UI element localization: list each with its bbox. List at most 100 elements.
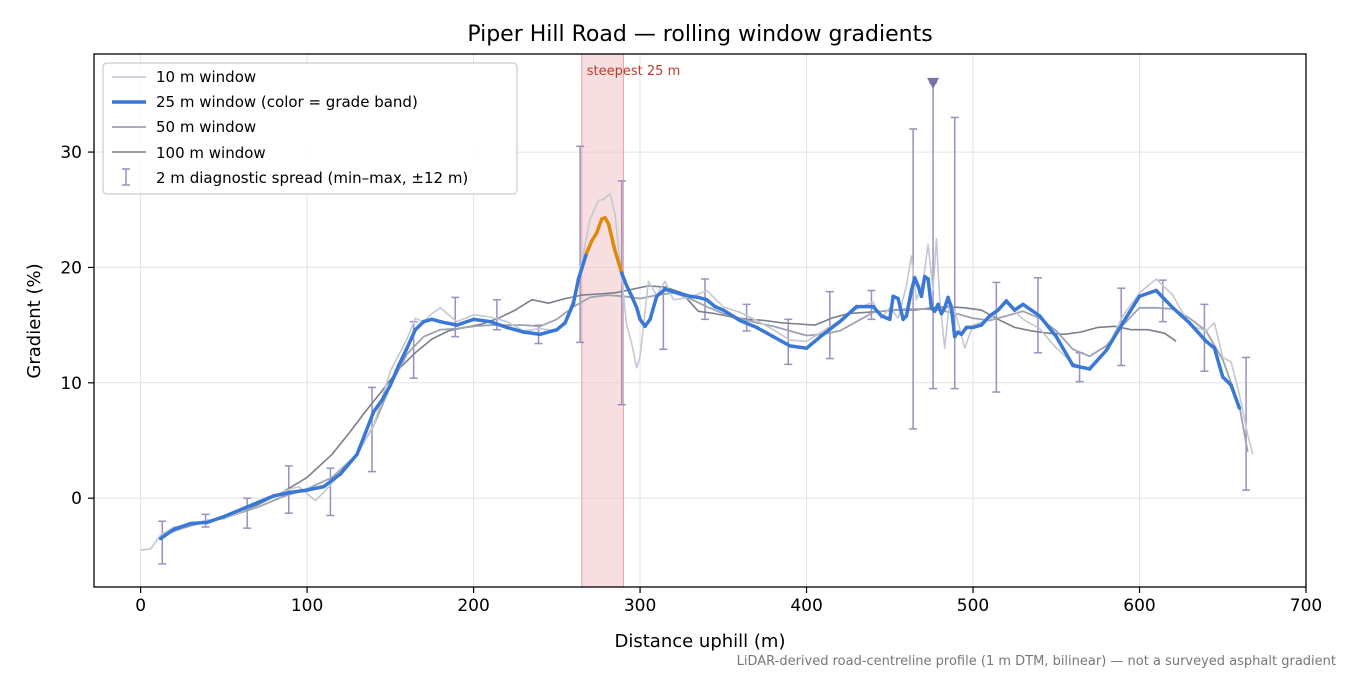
errorbar [617, 180, 626, 406]
legend-label-25m: 25 m window (color = grade band) [156, 93, 418, 111]
errorbar [950, 116, 959, 390]
series-segment-25m [926, 277, 934, 310]
series-segment-25m [624, 284, 634, 299]
errorbar [784, 318, 793, 366]
series-segment-25m [1229, 383, 1242, 410]
x-tick-label: 0 [135, 596, 146, 616]
x-tick-label: 200 [457, 596, 489, 616]
series-segment-25m [1054, 334, 1075, 368]
series-segment-25m [321, 472, 343, 489]
x-tick-label: 700 [1290, 596, 1322, 616]
series-segment-25m [1221, 375, 1233, 387]
series-segment-25m [355, 409, 376, 457]
x-axis-label: Distance uphill (m) [615, 631, 786, 652]
series-segment-25m [488, 319, 509, 330]
series-segment-25m [1071, 363, 1092, 371]
steepest-band [581, 53, 624, 588]
series-segment-25m [438, 319, 459, 327]
axes-frame [93, 53, 1307, 588]
chart-title: Piper Hill Road — rolling window gradien… [467, 22, 932, 47]
series-segment-25m [471, 317, 492, 324]
series-segment-25m [754, 325, 776, 339]
y-tick-label: 20 [60, 258, 82, 278]
x-tick-label: 100 [291, 596, 323, 616]
series-segment-25m [380, 383, 393, 402]
series-segment-25m [996, 299, 1009, 312]
series-segment-25m [396, 346, 409, 368]
errorbar [576, 145, 585, 344]
steepest-band-label: steepest 25 m [587, 64, 680, 79]
series-segment-25m [738, 318, 759, 330]
series-segment-25m [238, 501, 259, 512]
series-segment-25m [505, 325, 526, 334]
series-segment-25m [946, 295, 954, 310]
series-segment-25m [871, 304, 884, 318]
series-segment-25m [821, 319, 842, 337]
series-segment-25m [1021, 302, 1042, 318]
series-segment-25m [158, 527, 176, 541]
y-axis-label: Gradient (%) [24, 263, 45, 378]
series-segment-25m [771, 334, 792, 348]
series-segment-25m [610, 235, 617, 254]
series-segment-25m [580, 250, 589, 271]
series-segment-25m [538, 327, 559, 337]
series-segment-25m [585, 239, 594, 255]
legend-label-100m: 100 m window [156, 144, 266, 162]
series-segment-25m [455, 317, 476, 327]
series-segment-25m [338, 452, 359, 476]
series-segment-25m [620, 271, 629, 288]
series-segment-25m [1154, 288, 1175, 310]
series-segment-25m [222, 507, 243, 519]
series-segment-25m [606, 221, 614, 240]
series-segment-25m [896, 296, 905, 322]
x-tick-label: 300 [624, 596, 656, 616]
series-segment-25m [388, 363, 401, 387]
legend-label-errorbar: 2 m diagnostic spread (min–max, ±12 m) [156, 169, 468, 187]
series-segment-25m [721, 308, 742, 323]
legend: 10 m window 25 m window (color = grade b… [102, 62, 518, 195]
y-tick-label: 30 [60, 143, 82, 163]
x-tick-label: 500 [957, 596, 989, 616]
peak-marker [927, 77, 940, 89]
series-group [140, 82, 1254, 565]
errorbar [1158, 279, 1167, 323]
errorbar [825, 290, 834, 360]
series-segment-25m [904, 288, 914, 318]
errorbar [992, 281, 1001, 393]
series-segment-25m [1037, 314, 1059, 339]
series-segment-25m [648, 294, 659, 322]
series-segment-25m [1204, 339, 1217, 350]
x-tick-label: 400 [790, 596, 822, 616]
legend-box [102, 62, 518, 195]
series-segment-25m [405, 327, 418, 350]
series-segment-25m [563, 301, 576, 325]
y-tick-label: 10 [60, 374, 82, 394]
series-segment-25m [371, 398, 384, 414]
series-segment-25m [919, 274, 927, 299]
series-segment-25m [1137, 288, 1158, 299]
series-segment-25m [613, 249, 621, 264]
series-segment-25m [288, 488, 309, 495]
legend-label-50m: 50 m window [156, 118, 256, 136]
plot-area: steepest 25 m 0 100 200 300 400 500 600 700 0 10 20… [60, 53, 1322, 616]
series-segment-25m [571, 277, 581, 305]
series-segment-25m [634, 306, 642, 322]
series-segment-25m [838, 304, 859, 324]
series-segment-25m [272, 490, 293, 498]
series-segment-25m [205, 514, 226, 525]
series-line-100m [160, 285, 1177, 536]
series-segment-25m [629, 294, 639, 310]
series-segment-25m [188, 520, 209, 526]
series-segment-25m [305, 484, 326, 492]
series-segment-25m [788, 344, 809, 350]
series-segment-25m [1121, 294, 1142, 325]
legend-label-10m: 10 m window [156, 68, 256, 86]
series-segment-25m [979, 314, 992, 327]
series-segment-25m [1104, 321, 1125, 353]
footnote: LiDAR-derived road-centreline profile (1… [737, 654, 1336, 669]
series-segment-25m [576, 266, 584, 281]
y-tick-label: 0 [71, 489, 82, 509]
errorbar [243, 497, 252, 529]
x-tick-label: 600 [1123, 596, 1155, 616]
